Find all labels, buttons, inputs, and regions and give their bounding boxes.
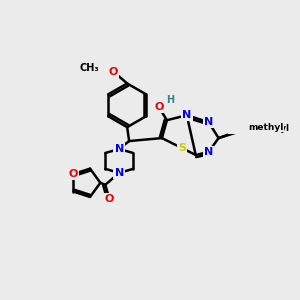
Text: S: S (178, 143, 186, 153)
Text: N: N (204, 117, 213, 127)
Text: methyl: methyl (252, 123, 290, 133)
Text: O: O (154, 102, 164, 112)
Text: H: H (166, 95, 174, 105)
Text: CH₃: CH₃ (80, 62, 99, 73)
Text: N: N (204, 147, 213, 157)
Text: N: N (115, 168, 124, 178)
Text: O: O (105, 194, 114, 204)
Text: methyl: methyl (254, 123, 287, 132)
Text: N: N (115, 144, 124, 154)
Text: methyl: methyl (256, 124, 289, 133)
Text: O: O (69, 169, 78, 179)
Text: methyl: methyl (248, 123, 284, 132)
Text: methyl: methyl (229, 123, 267, 133)
Text: N: N (182, 110, 191, 120)
Text: O: O (109, 67, 118, 76)
